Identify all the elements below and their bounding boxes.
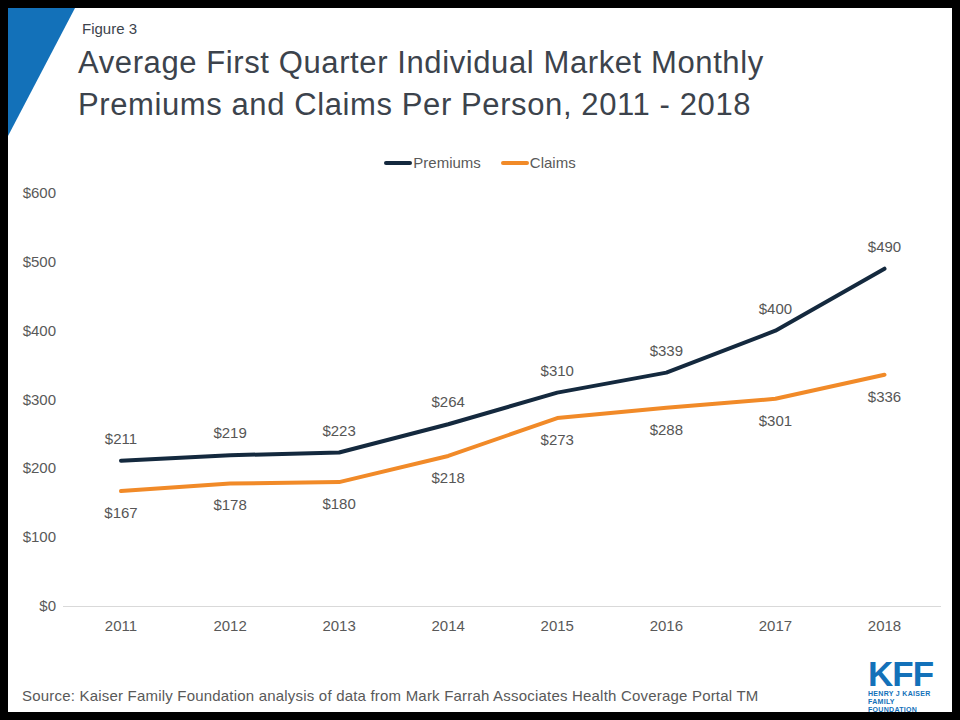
kff-logo: KFF HENRY J KAISER FAMILY FOUNDATION [868, 658, 944, 714]
x-axis-tick-label: 2016 [636, 617, 696, 635]
kff-slide: Figure 3 Average First Quarter Individua… [0, 0, 960, 720]
x-axis-tick-label: 2011 [91, 617, 151, 635]
claims-data-label: $167 [89, 504, 153, 522]
slide-inner: Figure 3 Average First Quarter Individua… [8, 8, 952, 712]
y-axis-tick-label: $100 [8, 528, 56, 546]
claims-data-label: $218 [416, 469, 480, 487]
claims-data-label: $288 [634, 421, 698, 439]
y-axis-tick-label: $200 [8, 459, 56, 477]
source-note: Source: Kaiser Family Foundation analysi… [22, 687, 758, 704]
premiums-data-label: $490 [852, 238, 916, 256]
claims-data-label: $273 [525, 431, 589, 449]
premiums-data-label: $264 [416, 393, 480, 411]
kff-logo-text: KFF [868, 658, 944, 690]
x-axis-tick-label: 2014 [418, 617, 478, 635]
x-axis-tick-label: 2015 [527, 617, 587, 635]
claims-data-label: $301 [743, 412, 807, 430]
y-axis-tick-label: $600 [8, 184, 56, 202]
y-axis-tick-label: $400 [8, 322, 56, 340]
kff-logo-subtext-line2: FAMILY FOUNDATION [868, 698, 944, 714]
premiums-data-label: $400 [743, 300, 807, 318]
x-axis-tick-label: 2012 [200, 617, 260, 635]
y-axis-tick-label: $300 [8, 391, 56, 409]
y-axis-tick-label: $500 [8, 253, 56, 271]
premiums-data-label: $219 [198, 424, 262, 442]
claims-data-label: $180 [307, 495, 371, 513]
claims-data-label: $336 [852, 388, 916, 406]
x-axis-tick-label: 2018 [854, 617, 914, 635]
premiums-data-label: $211 [89, 430, 153, 448]
premiums-data-label: $223 [307, 422, 371, 440]
x-axis-tick-label: 2013 [309, 617, 369, 635]
x-axis-tick-label: 2017 [745, 617, 805, 635]
premiums-data-label: $310 [525, 362, 589, 380]
claims-data-label: $178 [198, 496, 262, 514]
plot-area [8, 8, 952, 712]
y-axis-tick-label: $0 [8, 597, 56, 615]
premiums-data-label: $339 [634, 342, 698, 360]
